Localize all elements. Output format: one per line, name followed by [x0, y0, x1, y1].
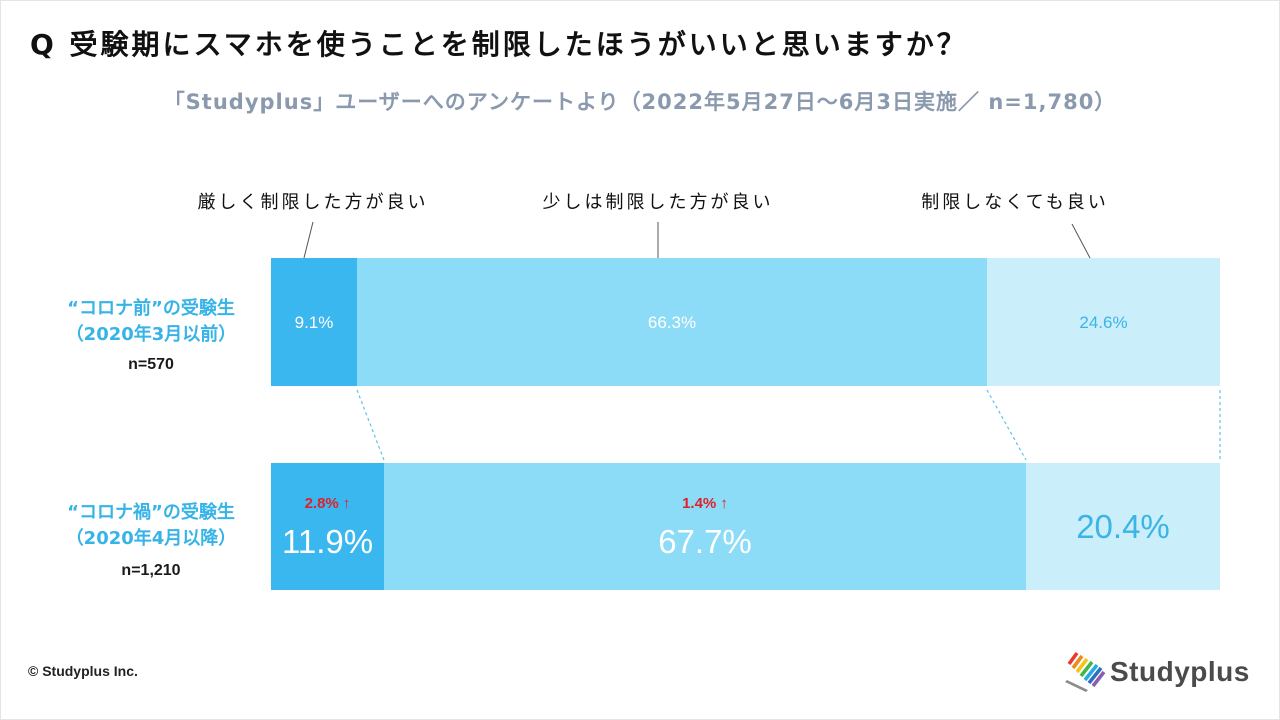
connector-line	[356, 389, 385, 461]
row-sample-size: n=570	[128, 356, 174, 373]
bar-segment: 24.6%	[987, 258, 1220, 386]
chart-title: Q 受験期にスマホを使うことを制限したほうがいいと思いますか？	[30, 28, 968, 61]
studyplus-logo: Studyplus	[1064, 650, 1256, 694]
logo-wordmark: Studyplus	[1110, 656, 1250, 687]
legend-label-none: 制限しなくても良い	[921, 192, 1109, 213]
data-label: 66.3%	[647, 312, 697, 332]
legend-label-strict: 厳しく制限した方が良い	[197, 192, 429, 213]
bar-segment: 20.4%	[1026, 463, 1220, 590]
data-label: 67.7%	[658, 522, 752, 560]
bar-row: 9.1% 66.3% 24.6%	[271, 258, 1220, 386]
chart-subtitle: 「Studyplus」ユーザーへのアンケートより（2022年5月27日〜6月3日…	[163, 90, 1117, 114]
legend-label-somewhat: 少しは制限した方が良い	[542, 192, 774, 213]
row-category-label: “コロナ禍”の受験生	[67, 502, 235, 523]
data-label: 9.1%	[294, 312, 334, 332]
data-label: 24.6%	[1079, 312, 1128, 332]
row-label-during-covid: “コロナ禍”の受験生 （2020年4月以降） n=1,210	[30, 500, 272, 582]
row-sample-size: n=1,210	[121, 562, 181, 579]
copyright-text: © Studyplus Inc.	[28, 663, 138, 679]
data-label: 20.4%	[1076, 508, 1170, 545]
row-period-label: （2020年3月以前）	[65, 324, 237, 345]
bar-row: 2.8% ↑ 11.9% 1.4% ↑ 67.7% 20.4%	[271, 463, 1220, 590]
bar-segment: 1.4% ↑ 67.7%	[384, 463, 1026, 590]
change-annotation: 2.8% ↑	[304, 494, 351, 512]
studyplus-logo-icon	[1065, 651, 1106, 692]
bar-segment: 9.1%	[271, 258, 357, 386]
connector-line	[986, 389, 1027, 461]
data-label: 11.9%	[281, 522, 374, 560]
leader-line	[303, 221, 314, 259]
bar-segment: 66.3%	[357, 258, 987, 386]
change-annotation: 1.4% ↑	[682, 494, 728, 512]
row-label-before-covid: “コロナ前”の受験生 （2020年3月以前） n=570	[30, 296, 272, 376]
row-period-label: （2020年4月以降）	[65, 528, 237, 549]
row-category-label: “コロナ前”の受験生	[67, 298, 235, 319]
leader-line	[1071, 223, 1091, 259]
bar-segment: 2.8% ↑ 11.9%	[271, 463, 384, 590]
